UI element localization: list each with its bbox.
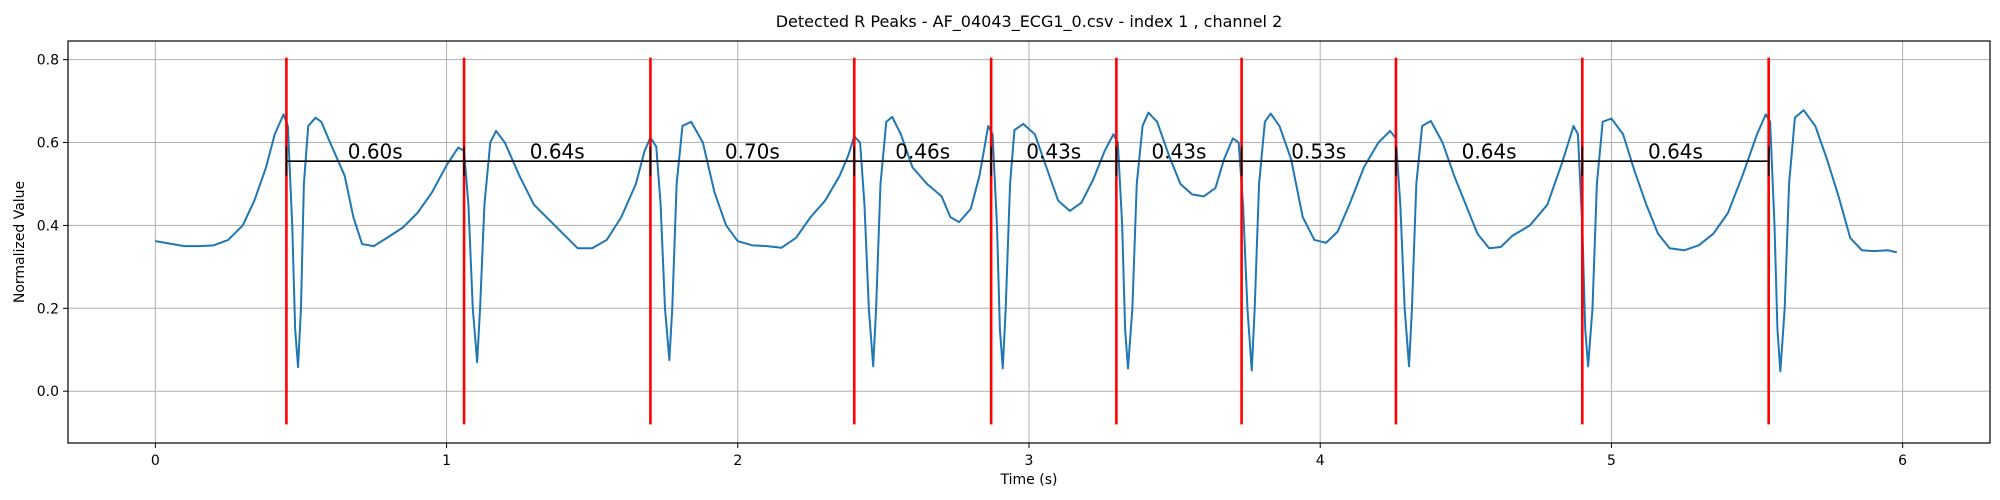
tick-layer: 0 1 2 3 4 5 6 0.0 0.2 0.4 0.6 0.8 [37, 53, 1907, 469]
x-tick-label: 6 [1898, 453, 1907, 469]
x-tick-label: 3 [1025, 453, 1034, 469]
rr-interval-label: 0.70s [725, 139, 780, 163]
rr-interval-label: 0.43s [1151, 139, 1206, 163]
x-tick-label: 5 [1607, 453, 1616, 469]
y-tick-label: 0.2 [37, 301, 59, 317]
y-tick-label: 0.4 [37, 218, 59, 234]
rr-interval-label: 0.43s [1026, 139, 1081, 163]
x-tick-label: 0 [151, 453, 160, 469]
chart-title: Detected R Peaks - AF_04043_ECG1_0.csv -… [776, 12, 1283, 32]
x-axis-label: Time (s) [1000, 472, 1058, 488]
x-tick-label: 1 [442, 453, 451, 469]
interval-layer: 0.60s 0.64s 0.70s 0.46s 0.43s 0.43s 0.53s 0.64s… [285, 139, 1770, 176]
y-axis-label: Normalized Value [12, 181, 28, 303]
ecg-signal-line [155, 109, 1898, 373]
rr-interval-label: 0.64s [1648, 139, 1703, 163]
y-tick-label: 0.0 [37, 384, 59, 400]
y-tick-label: 0.8 [37, 53, 59, 69]
rr-interval-label: 0.64s [530, 139, 585, 163]
x-tick-label: 2 [733, 453, 742, 469]
y-tick-label: 0.6 [37, 136, 59, 152]
rr-interval-label: 0.64s [1462, 139, 1517, 163]
x-tick-label: 4 [1316, 453, 1325, 469]
rr-interval-label: 0.60s [348, 139, 403, 163]
rr-interval-label: 0.53s [1291, 139, 1346, 163]
signal-layer [155, 109, 1898, 373]
rr-interval-label: 0.46s [895, 139, 950, 163]
peak-layer [285, 57, 1770, 425]
